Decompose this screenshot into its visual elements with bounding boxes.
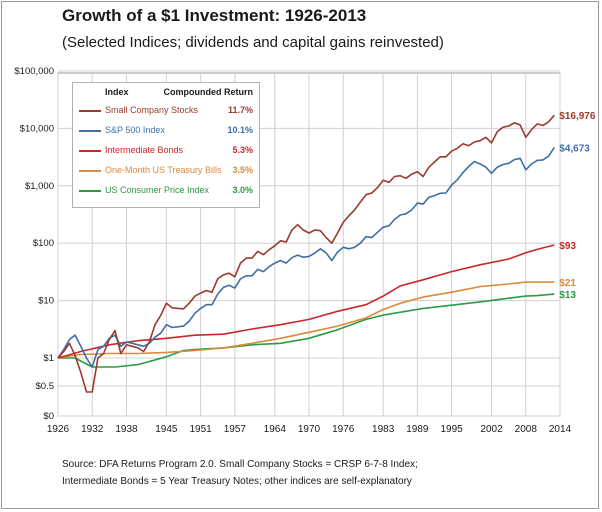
series-end-label: $13 xyxy=(559,290,576,301)
legend-entry: S&P 500 Index 10.1% xyxy=(73,123,259,141)
legend-series-return: 11.7% xyxy=(227,105,253,115)
x-tick-label: 1945 xyxy=(155,424,178,435)
x-tick-label: 1970 xyxy=(298,424,321,435)
series-line xyxy=(57,114,555,393)
series-end-label: $16,976 xyxy=(559,111,596,122)
legend-swatch xyxy=(79,130,101,132)
x-tick-label: 1951 xyxy=(189,424,212,435)
x-tick-label: 1964 xyxy=(264,424,287,435)
legend-series-return: 5.3% xyxy=(232,145,253,155)
legend-entry: One-Month US Treasury Bills 3.5% xyxy=(73,163,259,181)
x-tick-label: 2014 xyxy=(549,424,572,435)
y-tick-label: $0 xyxy=(43,411,54,422)
legend-series-name: US Consumer Price Index xyxy=(105,185,210,195)
x-tick-label: 1983 xyxy=(372,424,395,435)
series-line xyxy=(57,146,555,368)
x-tick-label: 1926 xyxy=(47,424,70,435)
series-end-label: $4,673 xyxy=(559,143,590,154)
chart-subtitle: (Selected Indices; dividends and capital… xyxy=(62,34,444,51)
legend-header-index: Index xyxy=(105,87,129,97)
x-tick-label: 1938 xyxy=(115,424,138,435)
chart-title: Growth of a $1 Investment: 1926-2013 xyxy=(62,6,367,25)
y-tick-label: $1 xyxy=(43,353,54,364)
source-line: Intermediate Bonds = 5 Year Treasury Not… xyxy=(62,476,412,487)
legend-series-return: 10.1% xyxy=(227,125,253,135)
legend-entry: Intermediate Bonds 5.3% xyxy=(73,143,259,161)
legend-swatch xyxy=(79,190,101,192)
series-line xyxy=(58,293,555,368)
legend-header-return: Compounded Return xyxy=(163,87,254,97)
legend-series-return: 3.0% xyxy=(232,185,253,195)
series-end-label: $21 xyxy=(559,278,576,289)
series-end-label: $93 xyxy=(559,241,576,252)
y-tick-label: $10 xyxy=(38,296,54,307)
x-tick-label: 1995 xyxy=(440,424,463,435)
chart-legend: Index Compounded Return Small Company St… xyxy=(72,82,260,208)
legend-swatch xyxy=(79,170,101,172)
x-tick-label: 1989 xyxy=(406,424,429,435)
legend-series-name: Small Company Stocks xyxy=(105,105,199,115)
legend-swatch xyxy=(79,150,101,152)
legend-entry: US Consumer Price Index 3.0% xyxy=(73,183,259,201)
source-note: Source: DFA Returns Program 2.0. Small C… xyxy=(62,456,418,490)
y-tick-label: $100 xyxy=(33,238,54,249)
y-tick-label: $1,000 xyxy=(25,181,54,192)
legend-series-name: Intermediate Bonds xyxy=(105,145,184,155)
x-tick-label: 1932 xyxy=(81,424,104,435)
y-tick-label: $100,000 xyxy=(14,66,54,77)
x-tick-label: 2002 xyxy=(480,424,503,435)
x-tick-label: 1957 xyxy=(224,424,247,435)
x-tick-label: 1976 xyxy=(332,424,355,435)
legend-series-return: 3.5% xyxy=(232,165,253,175)
x-tick-label: 2008 xyxy=(515,424,538,435)
series-line xyxy=(57,281,555,359)
y-tick-label: $0.5 xyxy=(36,381,55,392)
legend-series-name: One-Month US Treasury Bills xyxy=(105,165,222,175)
legend-series-name: S&P 500 Index xyxy=(105,125,165,135)
y-tick-label: $10,000 xyxy=(20,123,54,134)
source-line: Source: DFA Returns Program 2.0. Small C… xyxy=(62,459,418,470)
legend-swatch xyxy=(79,110,101,112)
legend-entry: Small Company Stocks 11.7% xyxy=(73,103,259,121)
series-line xyxy=(57,244,555,359)
